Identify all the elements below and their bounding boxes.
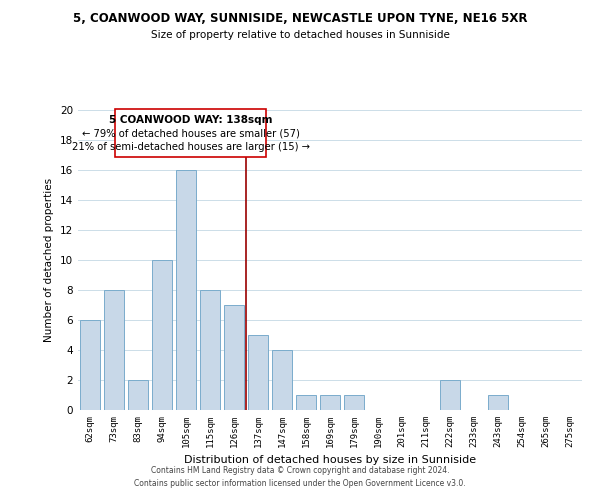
Text: 21% of semi-detached houses are larger (15) →: 21% of semi-detached houses are larger (… — [72, 142, 310, 152]
Bar — [248, 335, 268, 410]
Y-axis label: Number of detached properties: Number of detached properties — [44, 178, 55, 342]
Text: ← 79% of detached houses are smaller (57): ← 79% of detached houses are smaller (57… — [82, 128, 300, 138]
Bar — [272, 350, 292, 410]
X-axis label: Distribution of detached houses by size in Sunniside: Distribution of detached houses by size … — [184, 456, 476, 466]
Bar — [176, 170, 196, 410]
Bar — [104, 290, 124, 410]
Bar — [80, 320, 100, 410]
Bar — [152, 260, 172, 410]
Bar — [320, 395, 340, 410]
Bar — [128, 380, 148, 410]
Bar — [200, 290, 220, 410]
Bar — [224, 305, 244, 410]
Bar — [488, 395, 508, 410]
Bar — [296, 395, 316, 410]
FancyBboxPatch shape — [115, 110, 266, 157]
Text: 5, COANWOOD WAY, SUNNISIDE, NEWCASTLE UPON TYNE, NE16 5XR: 5, COANWOOD WAY, SUNNISIDE, NEWCASTLE UP… — [73, 12, 527, 26]
Bar — [440, 380, 460, 410]
Text: Contains HM Land Registry data © Crown copyright and database right 2024.
Contai: Contains HM Land Registry data © Crown c… — [134, 466, 466, 487]
Text: 5 COANWOOD WAY: 138sqm: 5 COANWOOD WAY: 138sqm — [109, 115, 272, 124]
Text: Size of property relative to detached houses in Sunniside: Size of property relative to detached ho… — [151, 30, 449, 40]
Bar — [344, 395, 364, 410]
